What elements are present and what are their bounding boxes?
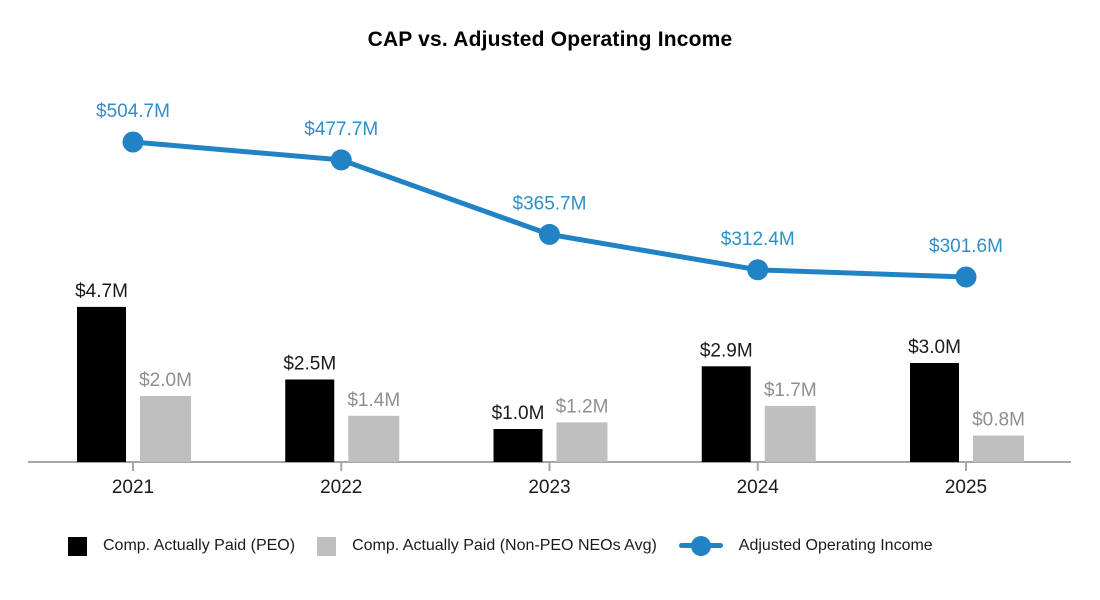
income-value-label: $365.7M — [513, 193, 587, 214]
legend: Comp. Actually Paid (PEO) Comp. Actually… — [68, 536, 933, 556]
non-peo-bar — [348, 415, 400, 462]
legend-label-peo: Comp. Actually Paid (PEO) — [103, 537, 296, 554]
non-peo-bar-value-label: $2.0M — [139, 370, 192, 391]
non-peo-bar — [764, 405, 816, 462]
peo-bar-value-label: $3.0M — [908, 337, 961, 358]
peo-bar-value-label: $1.0M — [492, 403, 545, 424]
income-point — [330, 149, 352, 171]
peo-bar — [701, 366, 751, 462]
non-peo-bar — [140, 396, 191, 462]
income-point — [747, 259, 769, 281]
category-label: 2022 — [320, 477, 362, 498]
chart-title: CAP vs. Adjusted Operating Income — [367, 28, 733, 51]
legend-item-peo: Comp. Actually Paid (PEO) — [68, 536, 296, 556]
income-point — [539, 223, 560, 245]
income-value-label: $477.7M — [304, 119, 378, 140]
income-value-label: $301.6M — [929, 236, 1003, 257]
income-point — [955, 266, 977, 288]
chart-svg: 2021 $4.7M $2.0M 2022 $2.5M $1.4M 2023 $1.0M $1.… — [28, 101, 1071, 498]
non-peo-bar — [973, 435, 1024, 462]
non-peo-swatch-icon — [317, 536, 337, 556]
category-label: 2025 — [945, 477, 987, 498]
non-peo-bar-value-label: $0.8M — [972, 410, 1025, 431]
income-line-marker-icon — [678, 536, 723, 556]
non-peo-bar-value-label: $1.2M — [556, 396, 609, 417]
income-value-label: $504.7M — [96, 101, 170, 122]
legend-item-income: Adjusted Operating Income — [678, 536, 933, 556]
non-peo-bar — [556, 422, 608, 462]
peo-bar — [910, 363, 959, 462]
income-point — [122, 131, 144, 153]
legend-label-non-peo: Comp. Actually Paid (Non-PEO NEOs Avg) — [352, 537, 657, 554]
legend-item-non-peo: Comp. Actually Paid (Non-PEO NEOs Avg) — [317, 536, 657, 556]
category-label: 2024 — [737, 477, 780, 498]
peo-bar — [493, 429, 543, 462]
category-label: 2021 — [112, 477, 154, 498]
legend-label-income: Adjusted Operating Income — [738, 537, 933, 554]
category-label: 2023 — [528, 477, 570, 498]
peo-bar — [285, 379, 335, 462]
non-peo-bar-value-label: $1.4M — [347, 390, 400, 411]
peo-bar-value-label: $2.5M — [283, 354, 336, 375]
peo-bar-value-label: $2.9M — [700, 340, 753, 361]
peo-bar — [77, 306, 126, 462]
peo-bar-value-label: $4.7M — [75, 281, 128, 302]
non-peo-bar-value-label: $1.7M — [764, 380, 817, 401]
income-value-label: $312.4M — [721, 229, 795, 250]
peo-swatch-icon — [68, 536, 87, 556]
